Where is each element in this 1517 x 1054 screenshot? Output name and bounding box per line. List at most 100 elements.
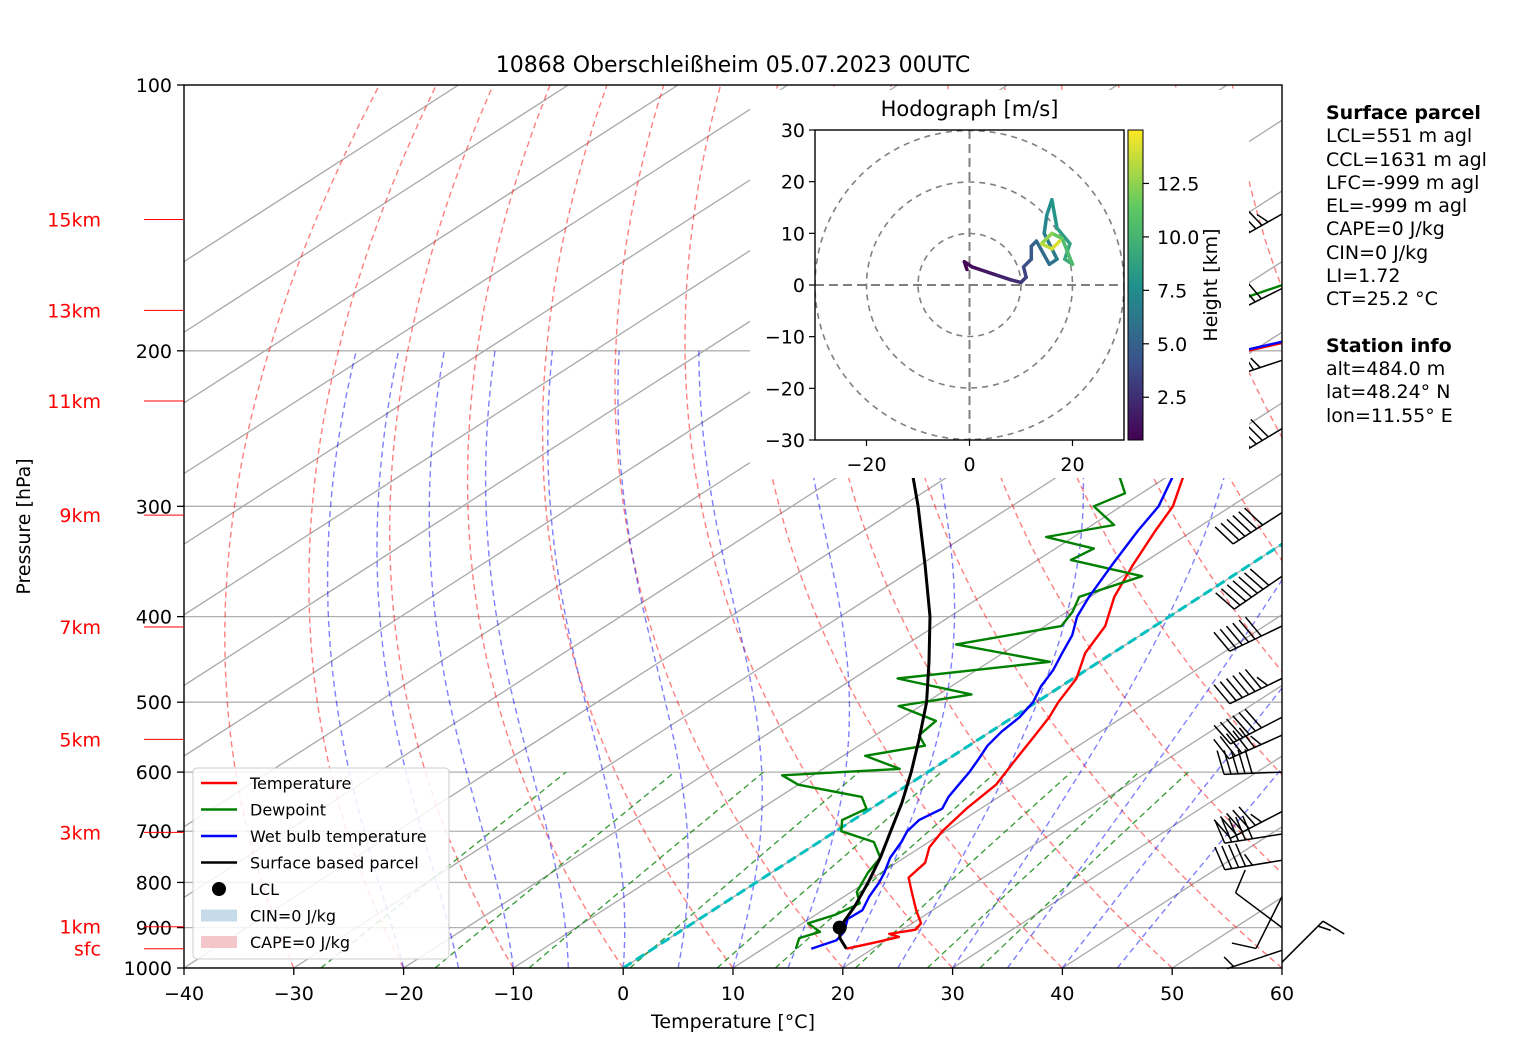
info-panel: Surface parcel LCL=551 m agl CCL=1631 m … [1326,102,1487,428]
legend-swatch [201,909,237,922]
barb-feather [1232,715,1250,735]
hodograph-y-tick-label: 10 [781,223,805,245]
parcel-info-header: Surface parcel [1326,102,1481,124]
y-tick-label: 600 [136,762,172,784]
legend-label: LCL [250,880,279,899]
legend-item: Temperature [201,774,351,793]
wind-barb [1223,949,1283,970]
x-tick-label: 0 [617,983,629,1005]
colorbar-tick-label: 2.5 [1157,387,1187,409]
y-tick-label: 300 [136,496,172,518]
barb-feather [1215,592,1235,610]
barb-feather [1213,724,1232,745]
wind-barb [1213,616,1283,652]
colorbar-label: Height [km] [1200,228,1222,341]
barb-shaft [1229,625,1283,652]
parcel-info-line: LCL=551 m agl [1326,125,1473,148]
mixing-ratio-line [716,771,942,968]
isotherm-line [184,85,899,545]
lcl-marker [832,920,847,935]
legend-swatch [212,882,226,896]
mixing-ratio-line [774,771,997,968]
parcel-info-line: CAPE=0 J/kg [1326,218,1445,241]
station-info-line: alt=484.0 m [1326,357,1446,380]
x-tick-label: 10 [721,983,745,1005]
colorbar-tick-label: 10.0 [1157,227,1199,249]
wind-barb [1213,668,1283,705]
height-label: 11km [47,391,101,413]
parcel-info-line: CT=25.2 °C [1326,288,1438,311]
barb-feather [1214,820,1226,844]
dry-adiabat [388,85,515,968]
wind-barb [1214,815,1283,844]
barb-feather [1250,357,1261,369]
barb-shaft [1255,896,1283,949]
y-tick-label: 100 [136,75,172,97]
hodograph-trace [1050,239,1062,251]
legend-swatch [201,936,237,948]
isotherm-line [184,85,459,263]
barb-shaft [1226,949,1283,970]
barb-feather [1226,518,1246,537]
hodograph-y-tick-label: 0 [793,275,805,297]
isotherm-line [293,331,1282,968]
hodograph-x-tick-label: 20 [1060,454,1084,476]
parcel-info-line: CIN=0 J/kg [1326,241,1429,264]
freezing-isotherm [622,542,1282,968]
wind-barb [1231,896,1283,950]
wind-barb [1213,727,1283,760]
height-label: sfc [74,939,101,961]
barb-feather [1238,711,1256,732]
barb-shaft [1235,892,1283,929]
barb-feather [1214,846,1226,871]
legend-item: CIN=0 J/kg [201,907,336,926]
moist-adiabat [1006,578,1282,968]
barb-feather [1244,507,1264,526]
barb-feather [1213,738,1230,760]
x-tick-label: −30 [274,983,314,1005]
barb-feather [1237,749,1246,774]
barb-feather [1244,708,1263,729]
barb-feather [1225,625,1243,646]
barb-feather [1221,845,1233,869]
legend-label: CAPE=0 J/kg [250,933,350,952]
colorbar-tick-label: 5.0 [1157,334,1187,356]
x-tick-label: −20 [384,983,424,1005]
barb-shaft [1224,771,1283,776]
barb-shaft [1224,859,1283,871]
colorbar-tick-label: 12.5 [1157,173,1199,195]
legend-box [192,767,450,960]
x-tick-label: −40 [164,983,204,1005]
barb-feather [1243,853,1254,866]
barb-feather [1238,727,1256,748]
hodograph-trace [1055,226,1072,246]
barb-feather [1225,678,1243,699]
hodograph-y-tick-label: 20 [781,172,805,194]
hodograph-trace [1050,198,1059,230]
hodograph-trace [1008,278,1023,285]
station-info-line: lon=11.55° E [1326,404,1453,427]
isotherm-line [184,85,789,475]
temperature-profile [846,341,1282,950]
isotherm-line [184,85,569,334]
moist-adiabat [428,350,515,968]
legend-item: LCL [212,880,279,899]
moist-adiabat [484,350,569,968]
barb-feather [1220,522,1240,541]
wind-barb [1281,920,1345,963]
y-axis-label: Pressure [hPa] [13,458,35,594]
moist-adiabat [952,350,1245,968]
dry-adiabat [881,85,1282,968]
colorbar-tick-label: 7.5 [1157,280,1187,302]
barb-feather [1213,631,1231,652]
legend-item: Surface based parcel [201,854,419,873]
x-tick-label: 60 [1270,983,1294,1005]
height-label: 13km [47,300,101,322]
barb-feather [1234,843,1247,867]
barb-feather [1322,920,1345,935]
wind-barb [1216,749,1283,776]
height-label: 5km [59,729,101,751]
isotherm-line [184,85,679,404]
moist-adiabat [617,350,690,968]
hodograph-trace [1021,257,1034,269]
